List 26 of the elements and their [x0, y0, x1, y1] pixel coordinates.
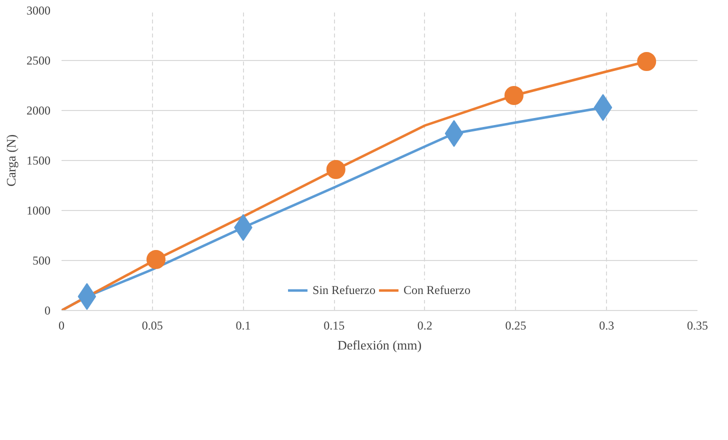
- point: [504, 86, 524, 105]
- x-tick-label: 0.3: [599, 318, 614, 332]
- y-tick-label: 500: [32, 254, 50, 268]
- x-tick-label: 0: [58, 318, 64, 332]
- x-tick-label: 0.25: [505, 318, 526, 332]
- point: [444, 120, 464, 147]
- point: [637, 52, 656, 71]
- y-tick-label: 1000: [26, 204, 50, 218]
- point: [594, 94, 612, 121]
- point: [326, 160, 346, 179]
- point: [146, 250, 166, 269]
- legend-label: Con Refuerzo: [404, 282, 470, 298]
- x-tick-label: 0.15: [324, 318, 345, 332]
- y-tick-label: 0: [44, 304, 50, 318]
- x-tick-label: 0.1: [236, 318, 251, 332]
- x-tick-label: 0.2: [417, 318, 432, 332]
- legend-label: Sin Refuerzo: [312, 282, 376, 298]
- x-axis-title: Deflexión (mm): [337, 338, 422, 352]
- x-tick-label: 0.05: [142, 318, 163, 332]
- y-tick-label: 3000: [26, 4, 50, 18]
- point: [78, 283, 96, 310]
- y-tick-label: 2000: [26, 104, 50, 118]
- y-axis-title: Carga (N): [4, 134, 18, 187]
- y-tick-label: 1500: [26, 154, 50, 168]
- y-tick-label: 2500: [26, 54, 50, 68]
- x-tick-label: 0.35: [687, 318, 708, 332]
